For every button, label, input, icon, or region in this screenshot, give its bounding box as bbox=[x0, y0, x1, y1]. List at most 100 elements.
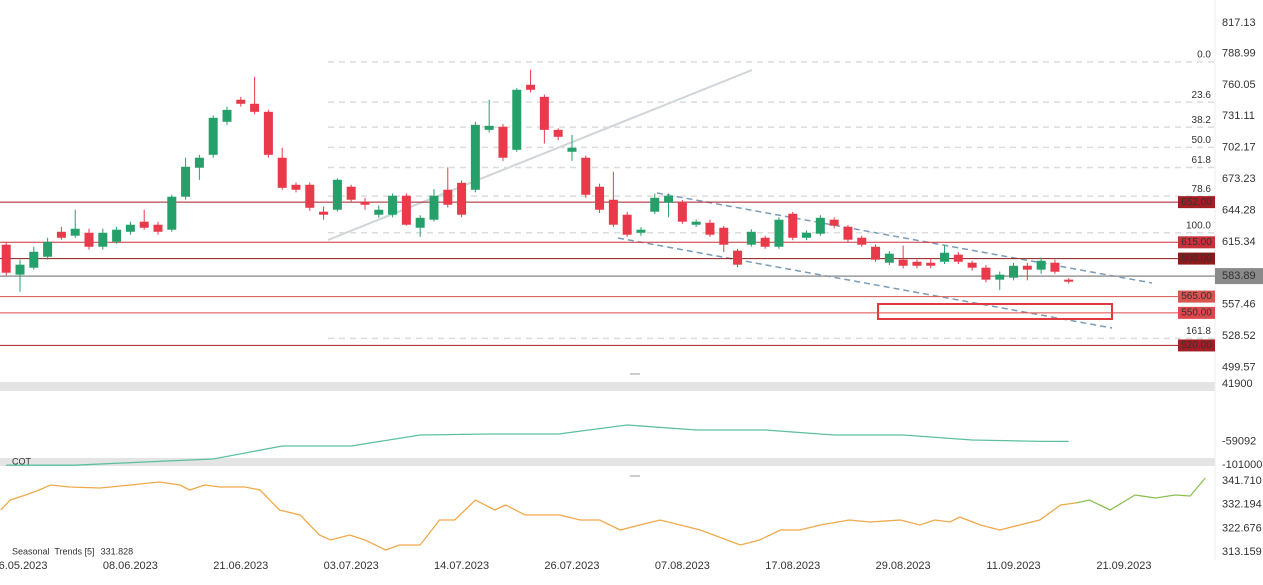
y-tick-label: -59092 bbox=[1222, 435, 1256, 447]
candle-body bbox=[457, 182, 467, 215]
candle-body bbox=[43, 241, 53, 257]
y-tick-label: 760.05 bbox=[1222, 79, 1256, 91]
candle-body bbox=[332, 179, 342, 210]
candle-body bbox=[664, 195, 674, 203]
x-tick-label: 21.09.2023 bbox=[1096, 560, 1151, 572]
candle-body bbox=[470, 124, 480, 190]
panel-divider bbox=[0, 382, 1215, 391]
x-tick-label: 07.08.2023 bbox=[655, 560, 710, 572]
candle-body bbox=[360, 201, 370, 205]
y-tick-label: 41900 bbox=[1222, 378, 1253, 390]
fib-label: 23.6 bbox=[1192, 90, 1212, 101]
fib-label: 0.0 bbox=[1197, 50, 1211, 61]
fib-label: 161.8 bbox=[1186, 326, 1211, 337]
candle-body bbox=[1050, 262, 1060, 272]
x-tick-label: 17.08.2023 bbox=[765, 560, 820, 572]
candle-body bbox=[181, 166, 191, 197]
trend-line bbox=[327, 69, 753, 241]
candle-body bbox=[1009, 265, 1019, 278]
y-tick-label: 615.34 bbox=[1222, 236, 1256, 248]
y-tick-label: 557.46 bbox=[1222, 299, 1256, 311]
price-level-label: 520.00 bbox=[1181, 340, 1212, 351]
candle-body bbox=[567, 147, 577, 152]
y-tick-label: 673.23 bbox=[1222, 173, 1256, 185]
candle-body bbox=[581, 157, 591, 195]
x-tick-label: 26.07.2023 bbox=[544, 560, 599, 572]
y-tick-label: 788.99 bbox=[1222, 47, 1256, 59]
candle-body bbox=[1064, 279, 1074, 282]
candle-body bbox=[15, 264, 25, 275]
price-level-tag bbox=[1178, 339, 1215, 352]
candle-body bbox=[263, 111, 273, 155]
candle-body bbox=[208, 117, 218, 155]
candle-body bbox=[650, 197, 660, 212]
candle-body bbox=[1022, 265, 1032, 270]
legend-label: Seasonal Trends [5] bbox=[12, 546, 95, 556]
candle-body bbox=[1, 244, 11, 273]
candle-body bbox=[139, 221, 149, 228]
candle-body bbox=[595, 186, 605, 210]
candle-body bbox=[84, 232, 94, 247]
candle-body bbox=[498, 126, 508, 158]
candle-body bbox=[553, 129, 563, 137]
candle-body bbox=[760, 237, 770, 247]
candle-body bbox=[539, 96, 549, 130]
candle-body bbox=[277, 157, 287, 188]
channel-lower bbox=[617, 237, 1113, 329]
price-level-label: 600.00 bbox=[1181, 253, 1212, 264]
price-level-tag bbox=[1178, 236, 1215, 249]
candle-body bbox=[788, 213, 798, 238]
candle-body bbox=[250, 103, 260, 112]
price-level-label: 615.00 bbox=[1181, 237, 1212, 248]
y-tick-label: -101000 bbox=[1222, 459, 1262, 471]
candle-body bbox=[526, 84, 536, 90]
candle-body bbox=[1036, 260, 1046, 270]
price-level-label: 565.00 bbox=[1181, 291, 1212, 302]
x-tick-label: 11.09.2023 bbox=[986, 560, 1040, 572]
candle-body bbox=[443, 189, 453, 205]
zone-rectangle bbox=[877, 303, 1113, 320]
price-level-label: 550.00 bbox=[1181, 308, 1212, 319]
candle-body bbox=[346, 186, 356, 200]
candle-body bbox=[98, 232, 108, 247]
candle-body bbox=[953, 254, 963, 262]
candle-body bbox=[884, 253, 894, 263]
panel-divider bbox=[0, 458, 1215, 466]
fib-label: 100.0 bbox=[1186, 220, 1211, 231]
candle-body bbox=[112, 229, 122, 242]
x-tick-label: 08.06.2023 bbox=[103, 560, 158, 572]
candle-body bbox=[677, 202, 687, 222]
candle-body bbox=[802, 232, 812, 238]
y-tick-label: 322.676 bbox=[1222, 522, 1262, 534]
candle-body bbox=[705, 222, 715, 235]
fib-label: 38.2 bbox=[1192, 115, 1212, 126]
fib-label: 78.6 bbox=[1192, 184, 1212, 195]
price-level-tag bbox=[1178, 196, 1215, 209]
candle-body bbox=[167, 196, 177, 230]
y-tick-label: 341.710 bbox=[1222, 475, 1262, 487]
y-tick-label: 702.17 bbox=[1222, 142, 1256, 154]
current-price-label: 583.89 bbox=[1222, 270, 1256, 282]
price-level-tag bbox=[1178, 252, 1215, 265]
candle-body bbox=[912, 261, 922, 266]
series-line bbox=[0, 481, 1076, 551]
drawings bbox=[327, 69, 1153, 329]
y-tick-label: 528.52 bbox=[1222, 330, 1256, 342]
legend-value: 331.828 bbox=[101, 546, 134, 556]
x-tick-label: 21.06.2023 bbox=[213, 560, 268, 572]
candle-body bbox=[608, 199, 618, 225]
candle-body bbox=[401, 195, 411, 225]
price-level-tag bbox=[1178, 290, 1215, 303]
candle-body bbox=[153, 224, 163, 232]
candle-body bbox=[843, 226, 853, 240]
price-level-tag bbox=[1178, 306, 1215, 319]
candle-body bbox=[70, 228, 80, 236]
candle-body bbox=[291, 184, 301, 190]
candle-body bbox=[125, 224, 135, 232]
candle-body bbox=[926, 262, 936, 266]
candle-body bbox=[857, 237, 867, 245]
y-tick-label: 313.159 bbox=[1222, 546, 1262, 558]
y-tick-label: 332.194 bbox=[1222, 499, 1262, 511]
